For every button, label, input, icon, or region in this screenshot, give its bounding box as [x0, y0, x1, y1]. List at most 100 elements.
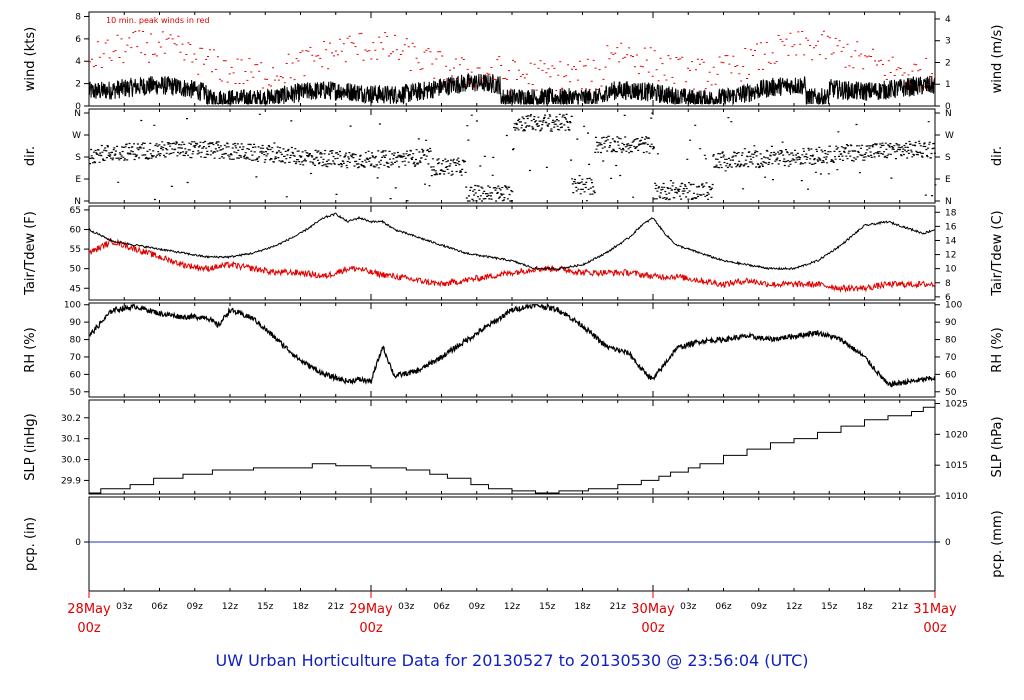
right-tick-label-temp: 16 [945, 222, 957, 232]
left-label-wind: wind (kts) [23, 27, 38, 91]
panel-frame-slp [88, 399, 936, 495]
right-tick-label-wind: 3 [945, 37, 951, 47]
time-minor-label: 15z [821, 602, 837, 612]
time-minor-label: 18z [574, 602, 590, 612]
right-tick-label-rh: 50 [945, 388, 957, 398]
right-label-rh: RH (%) [990, 327, 1005, 372]
slp-step-line [89, 403, 936, 494]
left-tick-label-wind: 2 [75, 80, 81, 90]
left-tick-label-pcp: 0 [75, 538, 81, 548]
left-label-temp: Tair/Tdew (F) [23, 211, 38, 296]
left-label-pcp: pcp. (in) [23, 517, 38, 571]
time-minor-label: 21z [610, 602, 626, 612]
time-minor-label: 18z [856, 602, 872, 612]
time-major-date: 28May [67, 602, 111, 617]
right-tick-label-wind: 0 [945, 102, 951, 112]
wind-annotation: 10 min. peak winds in red [106, 16, 210, 25]
time-minor-label: 21z [328, 602, 344, 612]
time-minor-label: 09z [187, 602, 203, 612]
right-label-wind: wind (m/s) [990, 25, 1005, 94]
time-minor-label: 03z [116, 602, 132, 612]
time-major-hour: 00z [641, 621, 665, 636]
left-tick-label-dir: W [72, 131, 81, 141]
right-tick-label-temp: 14 [945, 236, 957, 246]
left-tick-label-slp: 29.9 [61, 476, 81, 486]
left-tick-label-slp: 30.1 [61, 435, 81, 445]
right-tick-label-rh: 90 [945, 318, 957, 328]
left-label-dir: dir. [23, 146, 38, 166]
time-minor-label: 21z [892, 602, 908, 612]
time-major-date: 30May [631, 602, 675, 617]
right-tick-label-dir: N [945, 197, 952, 207]
right-tick-label-slp: 1025 [945, 399, 968, 409]
left-label-slp: SLP (inHg) [23, 413, 38, 481]
right-tick-label-dir: N [945, 109, 952, 119]
right-tick-label-dir: S [945, 153, 951, 163]
left-tick-label-rh: 80 [70, 336, 82, 346]
time-minor-label: 09z [751, 602, 767, 612]
right-tick-label-rh: 100 [945, 301, 962, 311]
wind-gust-marks [89, 30, 935, 92]
data-series [88, 30, 937, 543]
right-tick-label-dir: W [945, 131, 954, 141]
wind-speed-line [88, 72, 936, 106]
air-temp-line [88, 212, 936, 271]
right-label-temp: Tair/Tdew (C) [990, 210, 1005, 296]
left-tick-label-slp: 30.2 [61, 414, 81, 424]
left-tick-label-wind: 0 [75, 102, 81, 112]
time-minor-label: 06z [151, 602, 167, 612]
axis-labels: wind (kts) wind (m/s) dir. dir. Tair/Tdew (F… [23, 25, 1005, 578]
left-tick-label-dir: S [75, 153, 81, 163]
time-minor-label: 18z [292, 602, 308, 612]
left-tick-label-dir: E [75, 175, 81, 185]
left-tick-label-wind: 8 [75, 12, 81, 22]
right-tick-label-wind: 4 [945, 15, 951, 25]
left-tick-label-rh: 70 [70, 353, 82, 363]
right-tick-label-slp: 1020 [945, 430, 968, 440]
right-tick-label-rh: 80 [945, 336, 957, 346]
right-tick-label-temp: 18 [945, 208, 957, 218]
left-tick-label-slp: 30.0 [61, 456, 81, 466]
panel-frame-rh [88, 302, 936, 398]
time-minor-label: 03z [680, 602, 696, 612]
time-minor-label: 15z [539, 602, 555, 612]
wind-direction-points [89, 112, 937, 202]
left-tick-label-rh: 50 [70, 388, 82, 398]
time-minor-label: 12z [786, 602, 802, 612]
time-minor-label: 09z [469, 602, 485, 612]
left-tick-label-temp: 50 [70, 265, 82, 275]
right-tick-label-wind: 2 [945, 58, 951, 68]
right-tick-label-dir: E [945, 175, 951, 185]
right-tick-label-slp: 1015 [945, 461, 968, 471]
right-label-dir: dir. [990, 146, 1005, 166]
left-label-rh: RH (%) [23, 327, 38, 372]
panel-frame-pcp [88, 496, 936, 592]
time-major-hour: 00z [77, 621, 101, 636]
left-tick-label-dir: N [74, 109, 81, 119]
left-tick-label-temp: 45 [70, 284, 81, 294]
time-major-date: 29May [349, 602, 393, 617]
right-tick-label-slp: 1010 [945, 492, 968, 502]
time-major-hour: 00z [359, 621, 383, 636]
time-major-date: 31May [913, 602, 957, 617]
left-tick-label-temp: 60 [70, 226, 82, 236]
left-tick-label-rh: 90 [70, 318, 82, 328]
right-tick-label-temp: 6 [945, 293, 951, 303]
right-tick-label-wind: 1 [945, 80, 951, 90]
time-minor-label: 06z [433, 602, 449, 612]
right-tick-label-temp: 10 [945, 265, 957, 275]
right-label-pcp: pcp. (mm) [990, 510, 1005, 577]
time-minor-label: 15z [257, 602, 273, 612]
left-tick-label-temp: 55 [70, 245, 81, 255]
right-tick-label-temp: 12 [945, 251, 956, 261]
time-minor-label: 06z [715, 602, 731, 612]
right-tick-label-rh: 70 [945, 353, 957, 363]
time-minor-label: 03z [398, 602, 414, 612]
right-tick-label-pcp: 0 [945, 538, 951, 548]
left-tick-label-rh: 60 [70, 370, 82, 380]
left-tick-label-wind: 6 [75, 35, 81, 45]
right-label-slp: SLP (hPa) [990, 416, 1005, 477]
left-tick-label-wind: 4 [75, 57, 81, 67]
